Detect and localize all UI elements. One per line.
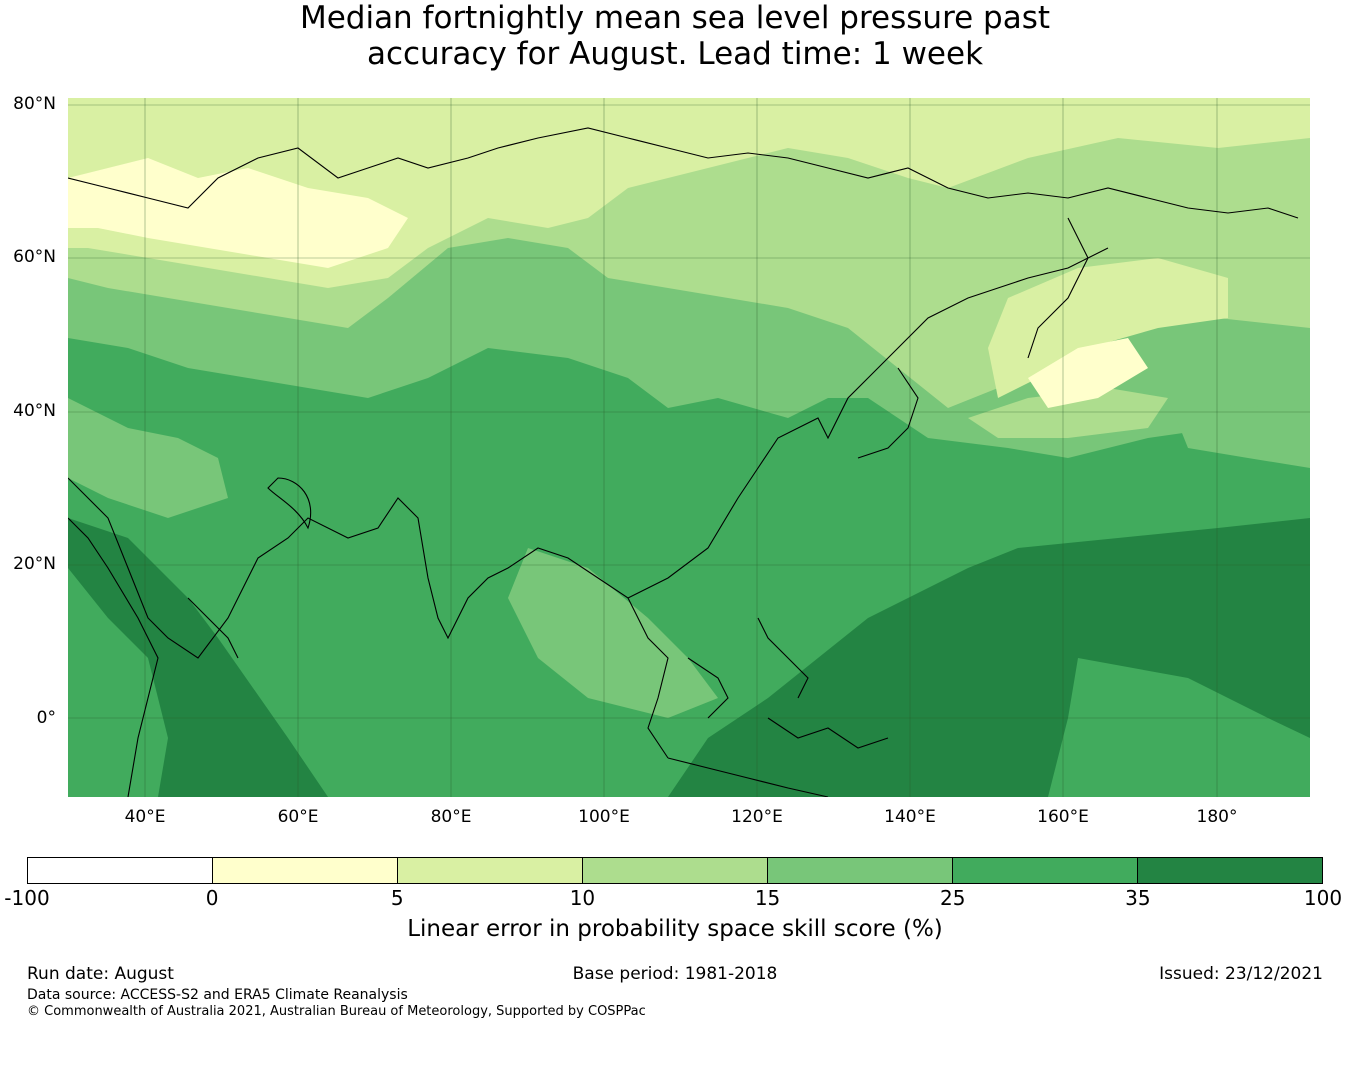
colorbar-segment: [28, 858, 213, 883]
colorbar-segment: [953, 858, 1138, 883]
colorbar-tick-label: 5: [390, 886, 404, 910]
colorbar-segment: [213, 858, 398, 883]
colorbar-tick-label: 10: [569, 886, 596, 910]
colorbar-tick-label: 0: [205, 886, 219, 910]
title-line-2: accuracy for August. Lead time: 1 week: [366, 36, 984, 72]
colorbar-segment: [1138, 858, 1322, 883]
map-title: Median fortnightly mean sea level pressu…: [0, 0, 1350, 72]
colorbar-tick-label: 35: [1125, 886, 1151, 910]
lon-label-100e: 100°E: [578, 807, 630, 827]
colorbar-tick-label: 15: [754, 886, 781, 910]
colorbar: [27, 857, 1323, 884]
issued-date: Issued: 23/12/2021: [1159, 964, 1323, 984]
lat-label-40n: 40°N: [13, 401, 56, 421]
lon-label-80e: 80°E: [430, 807, 472, 827]
lat-label-20n: 20°N: [13, 554, 56, 574]
lat-label-60n: 60°N: [13, 247, 56, 267]
colorbar-tick-label: 100: [1303, 886, 1343, 910]
colorbar-segment: [583, 858, 768, 883]
colorbar-tick-label: 25: [939, 886, 966, 910]
lon-label-140e: 140°E: [884, 807, 936, 827]
title-line-1: Median fortnightly mean sea level pressu…: [299, 0, 1051, 36]
skill-score-map: [68, 98, 1310, 797]
lat-label-0: 0°: [36, 708, 56, 728]
lon-label-120e: 120°E: [731, 807, 783, 827]
colorbar-segment: [398, 858, 583, 883]
lat-label-80n: 80°N: [13, 94, 56, 114]
lon-label-180: 180°: [1196, 807, 1238, 827]
run-date: Run date: August: [27, 964, 174, 984]
colorbar-tick-label: -100: [4, 886, 50, 910]
lon-label-40e: 40°E: [124, 807, 166, 827]
lon-label-60e: 60°E: [277, 807, 319, 827]
base-period: Base period: 1981-2018: [572, 964, 778, 984]
data-source: Data source: ACCESS-S2 and ERA5 Climate …: [27, 987, 408, 1003]
colorbar-segment: [768, 858, 953, 883]
colorbar-label: Linear error in probability space skill …: [407, 916, 943, 942]
copyright: © Commonwealth of Australia 2021, Austra…: [27, 1004, 646, 1019]
lon-label-160e: 160°E: [1037, 807, 1089, 827]
